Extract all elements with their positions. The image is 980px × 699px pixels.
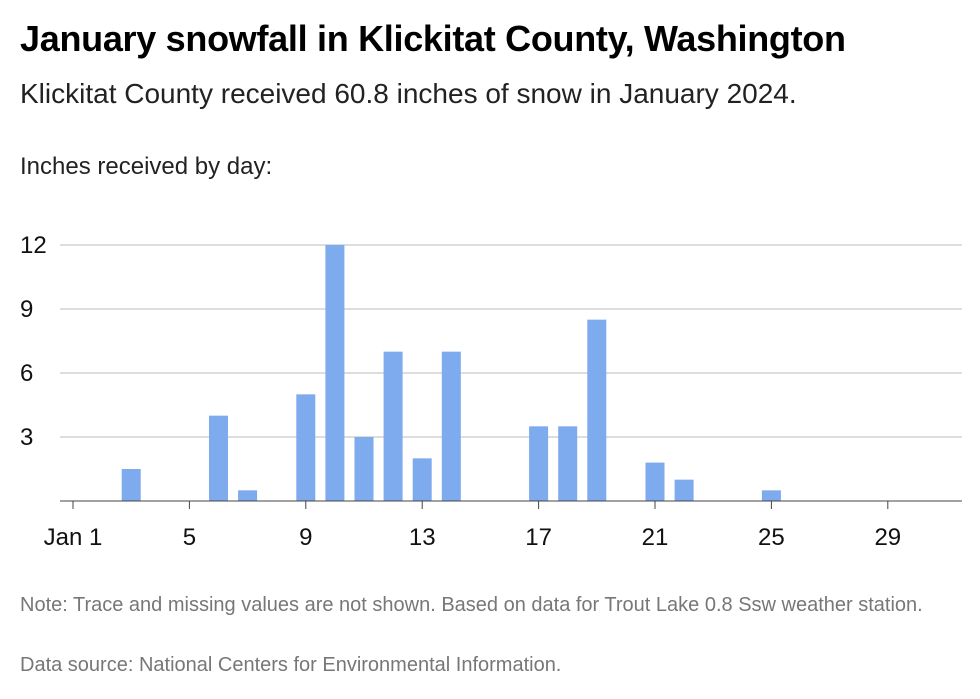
chart-subtitle: Klickitat County received 60.8 inches of… xyxy=(20,78,797,109)
y-tick-label: 9 xyxy=(20,296,33,323)
bar xyxy=(587,319,607,501)
bar xyxy=(441,351,461,501)
chart-title: January snowfall in Klickitat County, Wa… xyxy=(20,18,846,59)
bar xyxy=(209,415,228,501)
bars xyxy=(121,245,781,501)
data-source: Data source: National Centers for Enviro… xyxy=(20,654,562,676)
x-tick-labels: Jan 1 5 9 13 17 21 25 29 xyxy=(44,524,902,551)
y-tick-label: 3 xyxy=(20,424,33,451)
gridlines xyxy=(60,244,962,438)
y-axis-label: Inches received by day: xyxy=(20,153,273,180)
x-tick-label: Jan 1 xyxy=(44,524,103,551)
bar xyxy=(529,426,549,501)
bar xyxy=(674,479,694,501)
bar xyxy=(121,469,141,501)
bar xyxy=(383,351,403,501)
y-tick-label: 6 xyxy=(20,360,33,387)
bar xyxy=(558,426,578,501)
bar xyxy=(325,245,345,501)
bar xyxy=(412,458,432,501)
x-tick-label: 5 xyxy=(183,524,196,551)
y-tick-label: 12 xyxy=(20,232,47,259)
x-tick-label: 25 xyxy=(758,524,785,551)
bar xyxy=(645,462,665,501)
chart-note: Note: Trace and missing values are not s… xyxy=(20,594,923,616)
bar xyxy=(238,490,258,501)
bar xyxy=(354,437,374,501)
bar xyxy=(761,490,781,501)
x-tick-label: 9 xyxy=(299,524,312,551)
bar-chart: 3 6 9 12 Jan 1 5 9 13 17 21 25 29 xyxy=(20,232,962,551)
x-tick-label: 13 xyxy=(409,524,436,551)
y-tick-labels: 3 6 9 12 xyxy=(20,232,47,451)
bar xyxy=(296,394,316,501)
x-tick-label: 29 xyxy=(874,524,901,551)
x-tick-label: 17 xyxy=(525,524,552,551)
x-axis xyxy=(60,500,962,509)
x-tick-label: 21 xyxy=(642,524,669,551)
